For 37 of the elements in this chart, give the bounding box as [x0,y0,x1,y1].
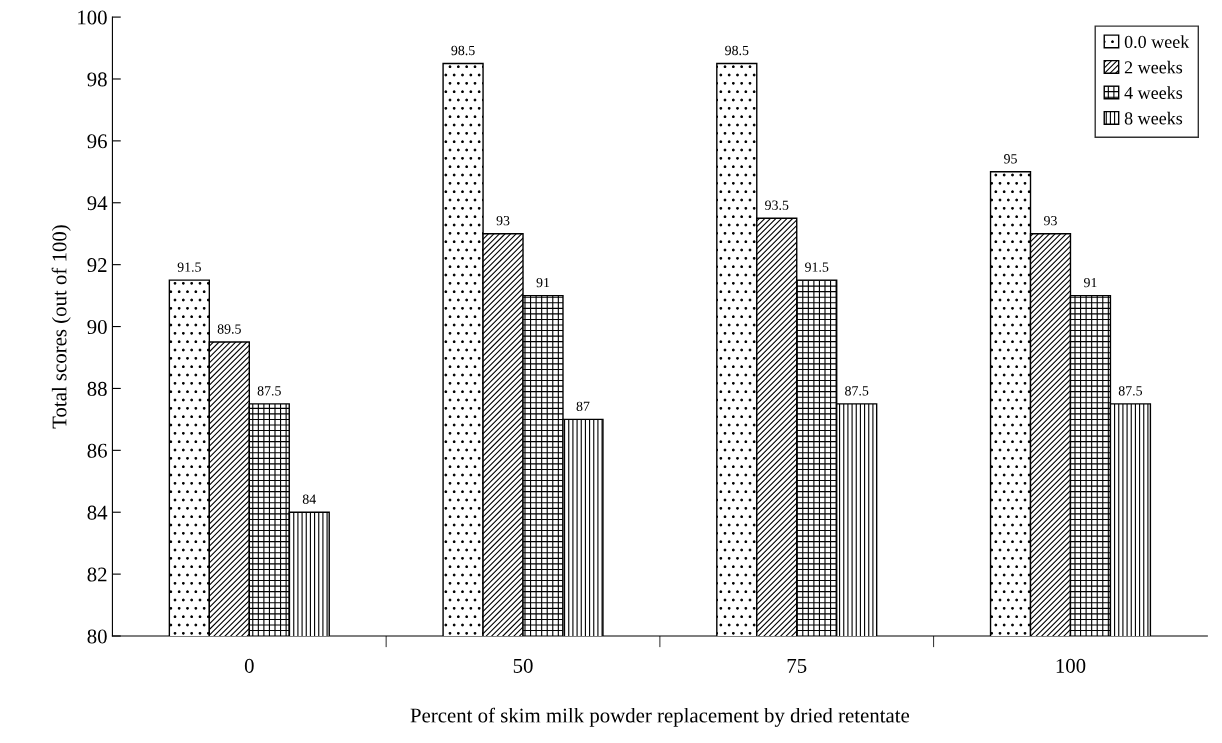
data-label: 93 [496,216,510,226]
x-tick-label: 50 [513,658,533,673]
legend-label: 2 weeks [1124,60,1183,74]
y-tick-label: 92 [87,258,107,273]
data-label: 87.5 [1118,386,1143,396]
legend-label: 4 weeks [1124,86,1183,99]
y-tick-label: 86 [87,443,107,458]
y-tick-label: 84 [87,505,108,520]
data-label: 84 [302,494,316,504]
data-label: 91.5 [177,262,201,272]
data-label: 87.5 [845,386,869,396]
data-label: 91 [1083,277,1097,288]
x-tick-label: 75 [787,659,807,673]
y-tick-label: 88 [87,381,107,396]
y-tick-label: 90 [87,319,107,334]
data-label: 98.5 [451,45,475,56]
y-tick-label: 80 [87,629,107,644]
y-tick-label: 94 [87,196,108,211]
y-tick-label: 82 [87,567,107,582]
data-label: 95 [1004,154,1017,164]
data-label: 98.5 [725,45,749,56]
data-label: 87 [576,401,590,412]
data-label: 91.5 [805,262,829,272]
legend-label: 0.0 week [1124,35,1190,49]
data-label: 91 [536,277,550,288]
data-label: 93 [1043,216,1057,226]
y-tick-label: 96 [87,134,107,149]
y-tick-label: 98 [87,72,107,87]
data-label: 87.5 [257,386,281,396]
data-label: 93.5 [765,200,789,210]
y-axis-title: Total scores (out of 100) [51,225,71,429]
legend-label: 8 weeks [1124,111,1183,125]
data-label: 89.5 [217,324,241,334]
x-axis-title: Percent of skim milk powder replacement by dried retentate [410,707,910,727]
x-tick-label: 0 [244,658,254,673]
x-tick-label: 100 [1056,658,1086,673]
y-tick-label: 100 [78,10,107,25]
